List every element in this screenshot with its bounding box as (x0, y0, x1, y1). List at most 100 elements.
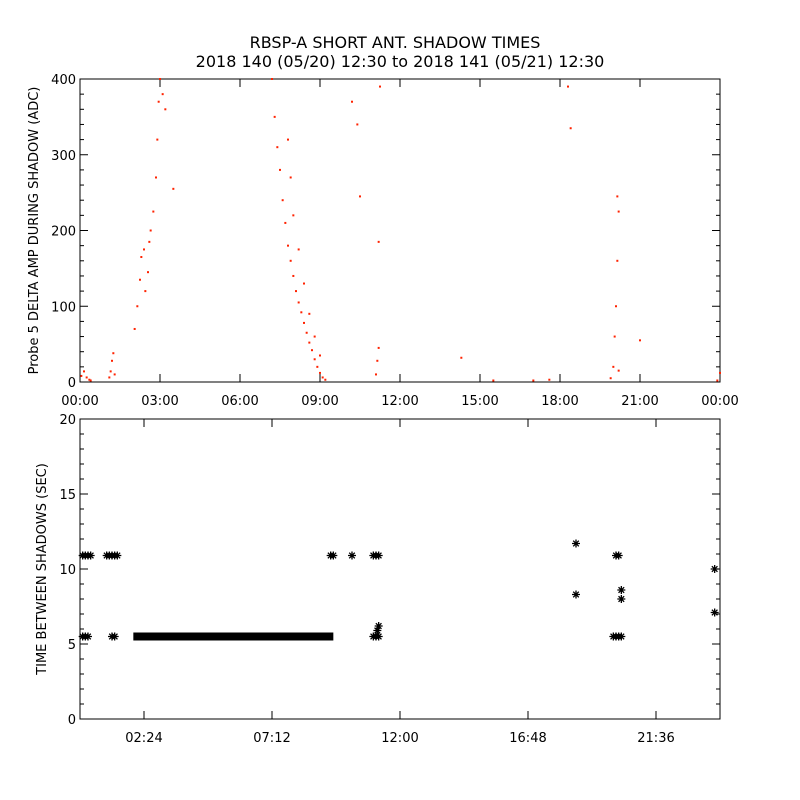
data-point (572, 539, 580, 548)
data-point (324, 378, 327, 381)
y-tick-label: 15 (59, 488, 76, 503)
data-point (617, 595, 626, 603)
data-point (161, 93, 164, 96)
data-point (492, 379, 495, 382)
top-panel: 00:00 03:00 06:00 09:00 12:00 15:00 18:00 21:00… (27, 73, 739, 409)
data-point (617, 369, 620, 372)
data-point (348, 551, 356, 560)
data-point (609, 377, 612, 380)
y-tick-label: 20 (59, 413, 76, 428)
data-point (289, 259, 292, 262)
data-point (276, 146, 279, 149)
y-tick-label: 0 (68, 713, 76, 728)
data-point (374, 622, 383, 630)
y-tick-label: 400 (51, 73, 76, 88)
data-point (617, 586, 626, 594)
data-point (716, 379, 719, 382)
data-point (113, 373, 116, 376)
data-point (159, 78, 161, 80)
data-point (359, 195, 361, 198)
y-tick-label: 5 (68, 638, 76, 653)
data-point (303, 321, 305, 324)
data-point (172, 187, 175, 190)
data-point (281, 199, 284, 202)
x-tick-label: 21:36 (637, 731, 674, 746)
x-tick-label: 00:00 (61, 394, 98, 409)
bottom-panel: 02:24 07:12 12:00 16:48 21:36 0 5 10 15 20 TIME BE… (35, 413, 721, 746)
data-point (148, 240, 151, 243)
data-point (639, 339, 641, 342)
x-tick-label: 09:00 (301, 394, 338, 409)
data-point (377, 240, 380, 243)
data-point (376, 359, 379, 362)
data-point (144, 290, 147, 293)
data-point (379, 85, 381, 88)
data-point (109, 370, 112, 373)
data-point (572, 590, 580, 599)
data-point (292, 214, 295, 217)
figure-title-line1: RBSP-A SHORT ANT. SHADOW TIMES (250, 33, 541, 52)
data-point (108, 376, 111, 379)
data-point (313, 335, 316, 338)
data-point (164, 108, 167, 111)
data-point (156, 138, 159, 141)
data-point (295, 290, 297, 293)
x-tick-label: 16:48 (509, 731, 546, 746)
data-point (111, 359, 113, 362)
data-point (321, 376, 324, 379)
x-tick-label: 12:00 (381, 731, 418, 746)
x-tick-label: 18:00 (541, 394, 578, 409)
x-tick-label: 02:24 (125, 731, 162, 746)
data-point (316, 365, 319, 368)
y-axis-label: Probe 5 DELTA AMP DURING SHADOW (ADC) (27, 87, 42, 375)
data-point (613, 335, 616, 338)
dense-point-band (133, 632, 334, 641)
data-point (289, 176, 292, 179)
data-point (140, 256, 143, 259)
data-point (373, 626, 382, 635)
data-point (308, 312, 311, 315)
data-point (297, 301, 300, 304)
plot-frame (79, 418, 721, 720)
data-point (532, 379, 535, 382)
data-point (569, 127, 572, 130)
data-point (279, 168, 281, 171)
data-point (313, 358, 316, 361)
data-point (85, 376, 88, 379)
data-point (567, 85, 569, 88)
data-point (83, 370, 85, 373)
x-tick-label: 07:12 (253, 731, 290, 746)
data-point (287, 138, 289, 141)
x-tick-label: 00:00 (701, 394, 738, 409)
data-point (88, 378, 91, 381)
data-point (710, 565, 719, 573)
data-point (143, 248, 145, 251)
data-point (719, 371, 721, 374)
data-point (617, 210, 620, 213)
data-point (287, 244, 289, 247)
x-tick-label: 06:00 (221, 394, 258, 409)
data-point (149, 229, 152, 232)
y-tick-label: 10 (59, 563, 76, 578)
data-point (460, 356, 463, 359)
data-point (305, 331, 308, 334)
data-point (617, 632, 626, 641)
data-point (155, 176, 157, 179)
data-point (548, 378, 551, 381)
y-tick-label: 0 (68, 376, 76, 391)
data-point (89, 379, 92, 382)
data-point (374, 632, 383, 641)
y-axis-label: TIME BETWEEN SHADOWS (SEC) (35, 463, 50, 676)
data-point (300, 311, 303, 314)
data-point (329, 551, 338, 560)
data-point (84, 632, 92, 641)
data-point (616, 259, 619, 262)
data-point (303, 282, 305, 285)
data-point (157, 100, 160, 103)
data-point (80, 374, 83, 377)
x-tick-label: 03:00 (141, 394, 178, 409)
data-point (273, 115, 276, 118)
data-point (311, 349, 313, 352)
y-tick-label: 200 (51, 225, 76, 240)
